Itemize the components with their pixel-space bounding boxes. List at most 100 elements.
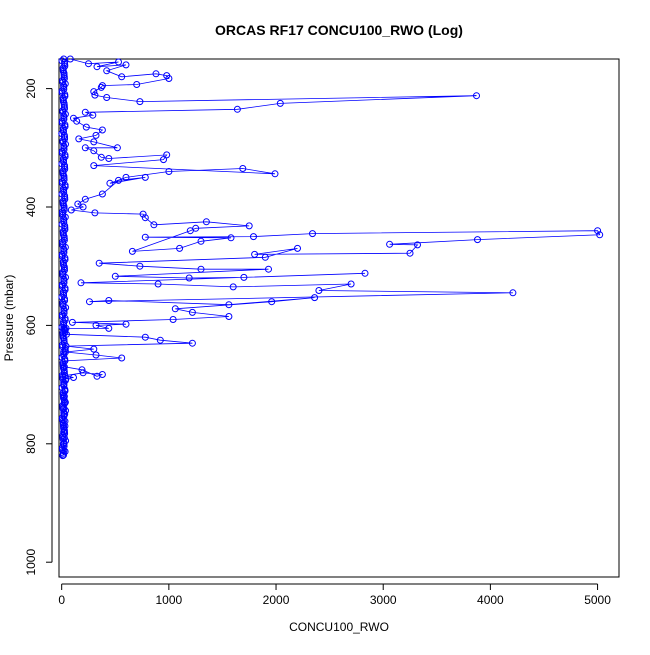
data-point — [133, 81, 141, 88]
data-point — [60, 291, 68, 299]
data-point — [160, 156, 167, 164]
data-point — [60, 324, 68, 332]
data-point — [251, 250, 259, 258]
data-point — [240, 273, 248, 281]
data-point — [169, 316, 177, 323]
data-point — [62, 324, 70, 332]
data-point — [197, 265, 205, 273]
data-point — [103, 67, 111, 75]
data-point — [115, 176, 122, 184]
data-point — [98, 126, 106, 134]
data-point — [136, 262, 144, 270]
x-axis-label: CONCU100_RWO — [289, 620, 389, 634]
data-point — [98, 190, 106, 198]
data-point — [197, 237, 205, 245]
data-point — [239, 165, 247, 172]
data-point — [227, 234, 235, 242]
data-point — [163, 151, 171, 159]
data-point — [141, 214, 149, 222]
data-point — [60, 249, 68, 257]
data-point — [79, 369, 87, 377]
data-point — [474, 236, 481, 244]
x-tick-label: 5000 — [584, 593, 611, 607]
data-point — [347, 280, 355, 288]
data-point — [93, 372, 101, 380]
data-point — [185, 274, 193, 282]
data-point — [105, 324, 113, 332]
series-layer — [58, 55, 604, 460]
data-point — [136, 98, 144, 106]
data-point — [386, 240, 394, 248]
data-point — [225, 313, 233, 320]
data-point — [311, 294, 319, 302]
data-point — [105, 297, 113, 304]
data-point — [67, 206, 75, 214]
data-point — [163, 72, 171, 80]
data-point — [105, 155, 113, 162]
data-point — [68, 318, 76, 326]
data-point — [473, 92, 480, 100]
y-tick-label: 1000 — [24, 549, 38, 576]
data-point — [113, 144, 121, 152]
data-point — [97, 153, 105, 161]
x-tick-label: 0 — [58, 593, 65, 607]
data-point — [62, 342, 70, 350]
data-point — [85, 60, 92, 68]
data-point — [86, 298, 93, 306]
data-point — [60, 188, 68, 196]
data-point — [171, 305, 179, 313]
data-point — [118, 73, 126, 81]
data-point — [154, 280, 162, 288]
data-point — [192, 224, 200, 232]
data-point — [250, 233, 257, 241]
data-point — [93, 63, 101, 71]
data-point — [81, 144, 89, 152]
data-point — [90, 88, 98, 96]
data-point — [596, 231, 604, 239]
data-point — [202, 218, 210, 226]
data-point — [90, 345, 98, 353]
y-axis-label: Pressure (mbar) — [2, 275, 16, 362]
chart-title: ORCAS RF17 CONCU100_RWO (Log) — [215, 22, 463, 38]
y-axis: 200 400 600 800 1000 — [24, 78, 53, 576]
data-point — [509, 289, 517, 297]
data-point — [60, 128, 67, 136]
data-point — [61, 135, 69, 143]
plot-frame — [58, 58, 620, 578]
data-point — [77, 279, 85, 287]
data-point — [122, 320, 130, 328]
data-point — [95, 259, 103, 267]
data-point — [128, 247, 136, 255]
data-point — [60, 176, 68, 184]
data-point — [89, 111, 97, 119]
data-point — [90, 162, 98, 170]
data-point — [60, 279, 68, 287]
data-point — [229, 283, 237, 291]
data-point — [79, 203, 87, 211]
data-point — [188, 308, 196, 316]
data-point — [82, 123, 90, 131]
data-point — [103, 94, 111, 101]
data-point — [92, 351, 100, 359]
data-point — [141, 333, 149, 341]
data-point — [97, 83, 105, 91]
data-point — [294, 244, 301, 252]
data-point — [309, 230, 316, 238]
data-point — [122, 173, 130, 181]
x-tick-label: 4000 — [477, 593, 504, 607]
y-tick-label: 200 — [24, 78, 38, 98]
data-point — [98, 82, 106, 90]
x-tick-label: 3000 — [370, 593, 397, 607]
data-point — [60, 158, 68, 166]
data-point — [414, 241, 421, 249]
data-point — [92, 321, 100, 329]
data-point — [152, 70, 160, 78]
data-point — [81, 108, 89, 116]
data-point — [233, 105, 241, 113]
data-point — [139, 210, 147, 218]
data-point — [60, 85, 68, 93]
data-point — [261, 253, 269, 261]
data-point — [91, 209, 99, 217]
data-point — [115, 58, 122, 66]
